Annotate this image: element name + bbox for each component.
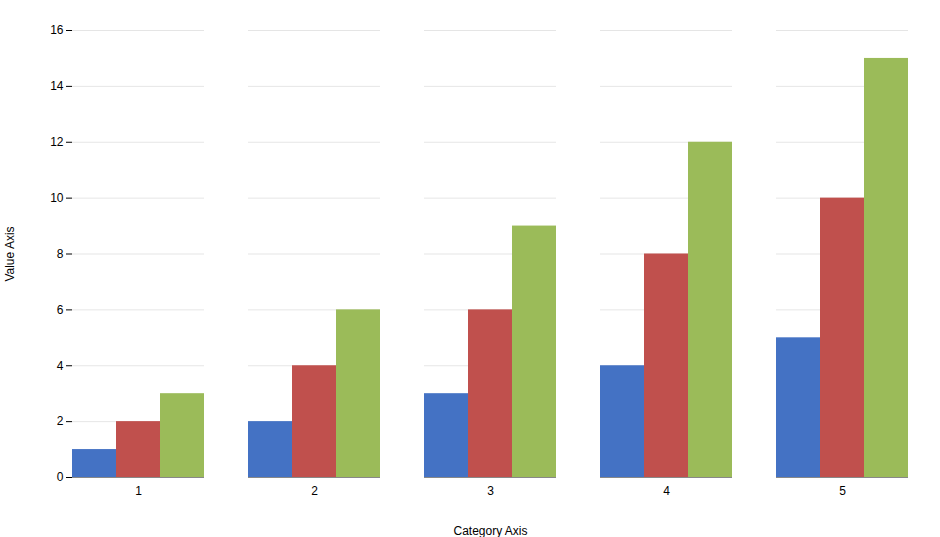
svg-text:14: 14 xyxy=(50,79,64,93)
svg-text:16: 16 xyxy=(50,23,64,37)
svg-text:1: 1 xyxy=(135,484,142,498)
svg-text:5: 5 xyxy=(839,484,846,498)
svg-text:8: 8 xyxy=(57,247,64,261)
svg-text:12: 12 xyxy=(50,135,64,149)
svg-text:Value Axis: Value Axis xyxy=(3,226,17,281)
svg-text:0: 0 xyxy=(57,470,64,484)
svg-text:4: 4 xyxy=(663,484,670,498)
svg-text:3: 3 xyxy=(487,484,494,498)
svg-text:6: 6 xyxy=(57,303,64,317)
svg-text:2: 2 xyxy=(311,484,318,498)
svg-text:4: 4 xyxy=(57,359,64,373)
svg-text:Category Axis: Category Axis xyxy=(453,524,527,537)
svg-text:2: 2 xyxy=(57,414,64,428)
svg-text:10: 10 xyxy=(50,191,64,205)
